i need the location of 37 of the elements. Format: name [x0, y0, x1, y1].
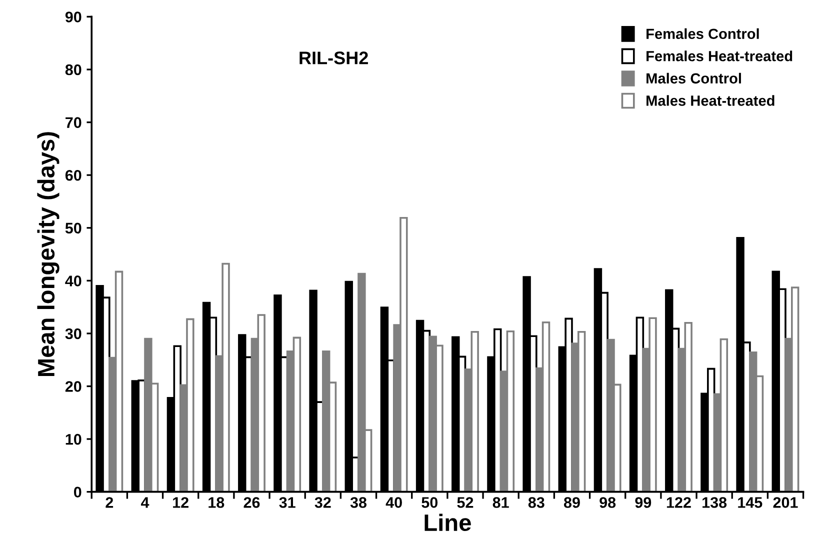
x-tick-label: 138 — [702, 497, 727, 508]
y-tick-label: 50 — [65, 222, 82, 234]
legend-label: Males Heat-treated — [646, 95, 774, 106]
x-tick-label: 2 — [106, 497, 114, 508]
x-tick-label: 89 — [564, 497, 580, 508]
legend-label: Males Control — [646, 72, 741, 84]
text: RIL-SH2 — [300, 52, 368, 64]
y-tick-label: 20 — [65, 381, 82, 392]
x-tick-label: 145 — [738, 497, 762, 508]
y-tick-label: 70 — [66, 117, 82, 128]
x-tick-label: 83 — [528, 497, 544, 508]
x-axis-title: Line — [424, 514, 471, 532]
x-tick-label: 4 — [140, 497, 150, 508]
x-tick-label: 31 — [279, 497, 296, 508]
x-tick-label: 38 — [350, 497, 367, 508]
y-axis-title: Mean longevity (days) — [37, 132, 60, 376]
x-tick-label: 81 — [492, 497, 509, 508]
x-tick-label: 98 — [600, 497, 616, 508]
x-tick-label: 26 — [244, 497, 260, 508]
x-tick-label: 32 — [314, 497, 331, 508]
x-tick-label: 99 — [635, 497, 652, 508]
y-tick-label: 0 — [74, 486, 82, 498]
x-tick-label: 40 — [386, 497, 402, 508]
y-tick-label: 30 — [65, 328, 82, 340]
y-tick-label: 80 — [65, 64, 82, 76]
x-tick-label: 12 — [173, 497, 188, 508]
x-tick-label: 122 — [666, 497, 691, 508]
x-tick-label: 52 — [457, 497, 474, 508]
legend-label: Females Control — [646, 28, 759, 40]
y-tick-label: 40 — [65, 276, 82, 286]
y-tick-label: 90 — [65, 12, 82, 22]
x-tick-label: 50 — [422, 497, 438, 508]
y-tick-label: 60 — [65, 170, 82, 181]
y-tick-label: 10 — [66, 434, 82, 445]
x-tick-label: 18 — [208, 497, 224, 508]
x-tick-label: 201 — [773, 497, 798, 508]
legend-label: Females Heat-treated — [646, 50, 792, 62]
